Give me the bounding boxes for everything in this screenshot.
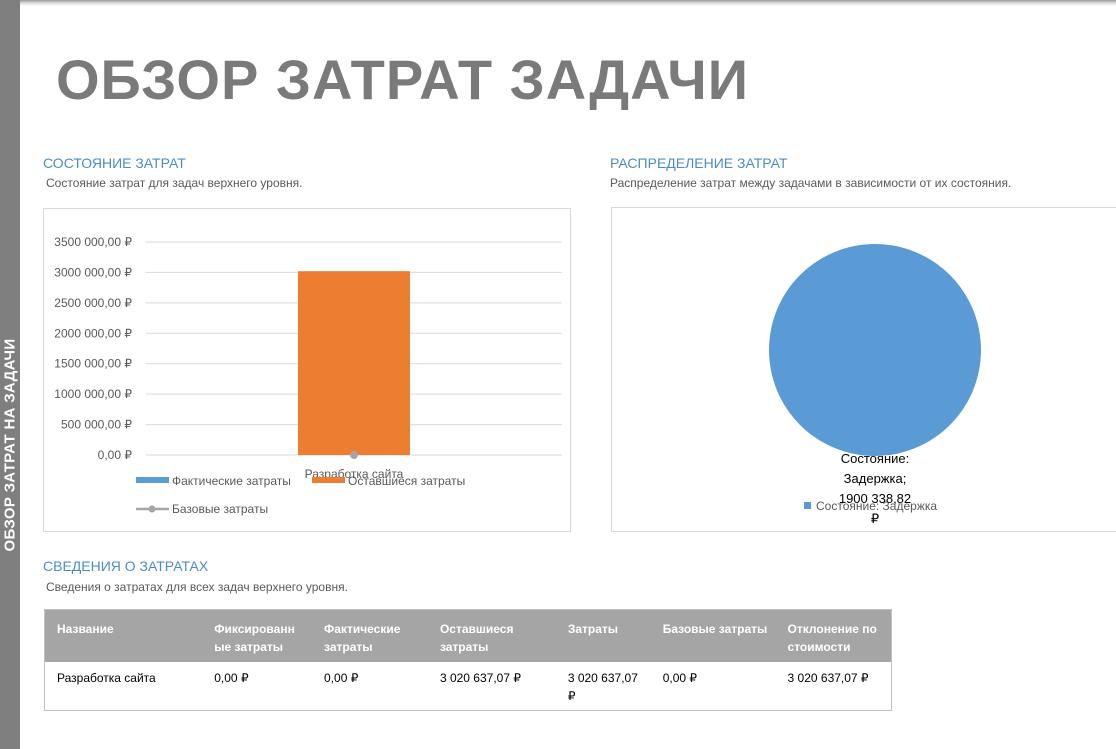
column-header-cost-variance[interactable]: Отклонение по стоимости [775,609,892,662]
y-tick-label: 500 000,00 ₽ [61,418,132,432]
cost-status-title: СОСТОЯНИЕ ЗАТРАТ [43,155,186,171]
column-header-baseline-cost[interactable]: Базовые затраты [650,609,776,662]
y-tick-label: 1000 000,00 ₽ [54,387,132,401]
cell-remaining-cost: 3 020 637,07 ₽ [439,671,521,685]
y-tick-label: 2000 000,00 ₽ [54,326,132,340]
pie-data-label: Состояние: Задержка; 1900 338,82 ₽ [839,451,911,526]
cell-actual-cost: 0,00 ₽ [324,671,359,685]
table-row[interactable]: Разработка сайта 0,00 ₽ 0,00 ₽ 3 020 637… [45,662,892,711]
cell-name: Разработка сайта [57,671,156,685]
pie-slice-delay [769,244,981,456]
legend-label: Оставшиеся затраты [348,474,465,488]
bar-chart-canvas: 0,00 ₽ 500 000,00 ₽ 1000 000,00 ₽ 1500 000,… [54,235,562,516]
baseline-point [350,451,358,459]
cost-status-chart[interactable]: 0,00 ₽ 500 000,00 ₽ 1000 000,00 ₽ 1500 000,… [43,208,571,532]
sidebar-label: ОБЗОР ЗАТРАТ НА ЗАДАЧИ [1,338,19,552]
cost-details-subtitle: Сведения о затратах для всех задач верхн… [46,580,348,594]
cell-baseline-cost: 0,00 ₽ [662,671,698,685]
y-tick-label: 0,00 ₽ [98,448,133,462]
cell-fixed-cost: 0,00 ₽ [214,671,249,685]
y-tick-label: 3000 000,00 ₽ [54,265,132,279]
cost-status-subtitle: Состояние затрат для задач верхнего уров… [46,176,303,190]
column-header-fixed-cost[interactable]: Фиксированные затраты [202,609,313,662]
cost-distribution-title: РАСПРЕДЕЛЕНИЕ ЗАТРАТ [610,155,788,171]
cost-distribution-chart[interactable]: Состояние: Задержка; 1900 338,82 ₽ Состояние… [611,207,1116,532]
page-title: ОБЗОР ЗАТРАТ ЗАДАЧИ [56,48,749,111]
window-top-edge [0,0,1116,6]
cell-cost-variance: 3 020 637,07 ₽ [787,671,869,685]
cost-distribution-subtitle: Распределение затрат между задачами в за… [610,176,1012,190]
y-tick-label: 2500 000,00 ₽ [54,296,132,310]
y-tick-label: 3500 000,00 ₽ [54,235,132,249]
legend-label: Базовые затраты [172,502,268,516]
y-tick-label: 1500 000,00 ₽ [54,357,132,371]
pie-chart-canvas: Состояние: Задержка; 1900 338,82 ₽Состояние… [769,244,981,526]
cost-details-title: СВЕДЕНИЯ О ЗАТРАТАХ [43,558,209,574]
legend-swatch [312,477,345,483]
cell-cost: 3 020 637,07 ₽ [567,671,638,703]
legend-label: Состояние: Задержка [816,499,937,513]
table-header-row: Название Фиксированные затраты Фактическ… [44,609,892,662]
bar-remaining-cost [298,271,410,455]
legend-swatch [804,502,811,509]
column-header-cost[interactable]: Затраты [555,609,651,662]
legend-label: Фактические затраты [172,474,291,488]
column-header-name[interactable]: Название [44,609,203,662]
column-header-actual-cost[interactable]: Фактические затраты [312,609,428,662]
legend-marker [148,505,156,513]
cost-details-table: Название Фиксированные затраты Фактическ… [44,609,892,711]
report-sidebar: ОБЗОР ЗАТРАТ НА ЗАДАЧИ [0,0,20,749]
column-header-remaining-cost[interactable]: Оставшиеся затраты [427,609,556,662]
legend-swatch [136,477,169,483]
